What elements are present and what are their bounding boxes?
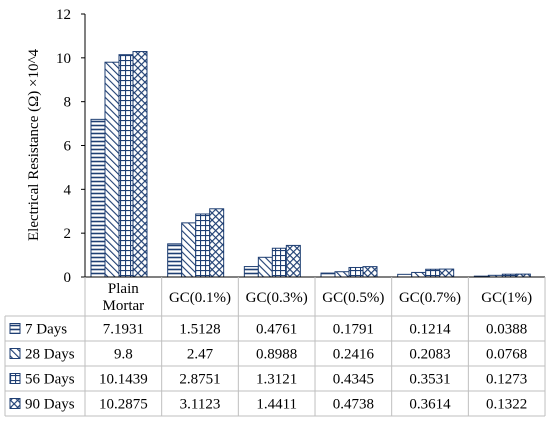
legend-label: 56 Days [25,372,75,388]
bar-3-1 [118,54,134,278]
category-label: GC(0.7%) [399,290,461,306]
bar-2-3 [257,256,273,278]
y-tick-label: 2 [64,226,72,242]
bar-2-4 [334,271,350,278]
bar-3-4 [348,266,364,278]
bar-3-3 [271,247,287,278]
bar-1-2 [167,243,183,278]
data-label: 10.2875 [99,397,148,413]
data-label: 10.1439 [99,372,148,388]
data-label: 0.1273 [486,372,527,388]
data-label: 0.4738 [333,397,374,413]
legend-label: 90 Days [25,397,75,413]
bar-3-2 [195,213,211,278]
data-label: 1.3121 [256,372,297,388]
data-label: 0.2416 [333,347,375,363]
data-label: 2.47 [187,347,214,363]
y-axis-label: Electrical Resistance (Ω) ×10^4 [26,49,42,241]
data-label: 2.8751 [179,372,220,388]
bar-4-4 [362,266,378,278]
bar-1-4 [320,272,336,278]
data-label: 1.4411 [256,397,297,413]
legend-key-1 [9,323,21,334]
bar-4-5 [439,268,455,278]
bar-3-5 [425,268,441,278]
y-tick-label: 0 [64,270,72,286]
y-tick-label: 12 [56,7,71,23]
legend-key-4 [9,398,21,409]
y-tick-label: 10 [56,51,71,67]
data-label: 1.5128 [179,322,220,338]
legend-key-2 [9,348,21,359]
y-axis-ticks: 0 2 4 6 8 10 12 [56,7,85,286]
data-label: 0.1322 [486,397,527,413]
bar-1-3 [243,266,259,278]
bar-4-1 [132,51,148,278]
legend-label: 7 Days [25,322,67,338]
data-label: 0.1214 [409,322,451,338]
data-label: 0.3614 [409,397,451,413]
category-label: GC(0.5%) [322,290,384,306]
category-label: GC(0.3%) [246,290,308,306]
data-label: 0.2083 [409,347,450,363]
y-tick-label: 4 [64,182,72,198]
category-label: GC(0.1%) [169,290,231,306]
category-label: Mortar [103,298,145,314]
bar-2-1 [104,61,120,278]
data-label: 0.8988 [256,347,297,363]
legend-label: 28 Days [25,347,75,363]
data-label: 9.8 [114,347,133,363]
category-label: GC(1%) [481,290,532,306]
data-label: 3.1123 [180,397,221,413]
bar-2-2 [181,222,197,278]
category-label: Plain [108,281,139,297]
bar-1-1 [90,118,106,278]
data-label: 0.3531 [409,372,450,388]
data-label: 0.1791 [333,322,374,338]
data-label: 7.1931 [103,322,144,338]
data-label: 0.4345 [333,372,374,388]
bar-4-2 [209,208,225,278]
bar-2-5 [411,271,427,278]
bar-4-3 [285,244,301,278]
y-tick-label: 8 [64,95,72,111]
data-label: 0.0768 [486,347,527,363]
y-tick-label: 6 [64,139,72,155]
bar-series [90,51,531,278]
legend-key-3 [9,373,21,384]
data-label: 0.0388 [486,322,527,338]
data-label: 0.4761 [256,322,297,338]
